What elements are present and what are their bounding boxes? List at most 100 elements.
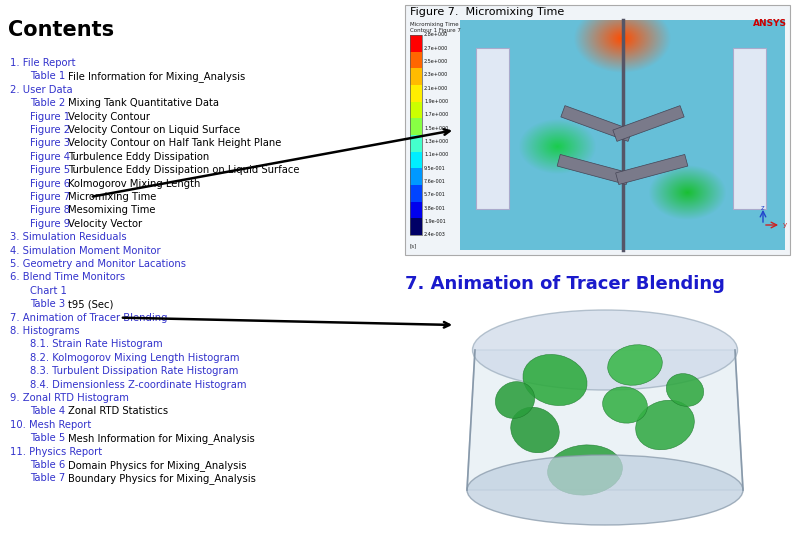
Text: Turbulence Eddy Dissipation: Turbulence Eddy Dissipation <box>68 152 210 162</box>
Text: [s]: [s] <box>410 243 418 248</box>
Text: Table 4: Table 4 <box>30 406 65 416</box>
Text: File Information for Mixing_Analysis: File Information for Mixing_Analysis <box>68 72 246 82</box>
Text: 8.4. Dimensionless Z-coordinate Histogram: 8.4. Dimensionless Z-coordinate Histogra… <box>30 380 246 389</box>
Text: 8. Histograms: 8. Histograms <box>10 326 80 336</box>
FancyBboxPatch shape <box>410 202 422 218</box>
FancyBboxPatch shape <box>405 5 790 255</box>
Text: Turbulence Eddy Dissipation on Liquid Surface: Turbulence Eddy Dissipation on Liquid Su… <box>68 165 299 175</box>
Text: 4. Simulation Moment Monitor: 4. Simulation Moment Monitor <box>10 246 161 255</box>
Text: t95 (Sec): t95 (Sec) <box>68 299 114 309</box>
Text: Kolmogorov Mixing Length: Kolmogorov Mixing Length <box>68 179 200 189</box>
FancyBboxPatch shape <box>410 185 422 202</box>
Text: 3. Simulation Residuals: 3. Simulation Residuals <box>10 232 126 242</box>
Text: Zonal RTD Statistics: Zonal RTD Statistics <box>68 406 168 416</box>
Text: 2. User Data: 2. User Data <box>10 85 73 95</box>
FancyBboxPatch shape <box>410 85 422 102</box>
Text: Table 2: Table 2 <box>30 98 66 108</box>
Polygon shape <box>613 106 684 141</box>
FancyBboxPatch shape <box>410 102 422 118</box>
Ellipse shape <box>547 445 622 495</box>
Ellipse shape <box>636 400 694 450</box>
FancyBboxPatch shape <box>410 35 422 51</box>
Text: 2.5e+000: 2.5e+000 <box>424 59 448 64</box>
Text: 2.8e+000: 2.8e+000 <box>424 32 448 38</box>
Text: 1.5e+000: 1.5e+000 <box>424 126 448 131</box>
Text: Micromixing Time
Contour 1 Figure 7: Micromixing Time Contour 1 Figure 7 <box>410 22 461 33</box>
Text: 8.1. Strain Rate Histogram: 8.1. Strain Rate Histogram <box>30 340 162 350</box>
Text: 1.3e+000: 1.3e+000 <box>424 139 448 144</box>
Text: 10. Mesh Report: 10. Mesh Report <box>10 420 91 430</box>
Text: 11. Physics Report: 11. Physics Report <box>10 447 102 457</box>
Text: Figure 7: Figure 7 <box>30 192 70 202</box>
Text: 5. Geometry and Monitor Lacations: 5. Geometry and Monitor Lacations <box>10 259 186 269</box>
Text: Mesomixing Time: Mesomixing Time <box>68 206 155 216</box>
Polygon shape <box>616 154 688 184</box>
Ellipse shape <box>495 382 534 418</box>
FancyBboxPatch shape <box>476 48 509 208</box>
Text: Velocity Contour on Half Tank Height Plane: Velocity Contour on Half Tank Height Pla… <box>68 138 282 148</box>
Polygon shape <box>561 106 632 141</box>
Ellipse shape <box>510 407 559 453</box>
Text: 2.1e+000: 2.1e+000 <box>424 86 448 91</box>
Text: Table 1: Table 1 <box>30 72 66 82</box>
Text: 7. Animation of Tracer Blending: 7. Animation of Tracer Blending <box>405 275 725 293</box>
Text: 6. Blend Time Monitors: 6. Blend Time Monitors <box>10 272 125 282</box>
Ellipse shape <box>666 374 704 406</box>
Text: 9.5e-001: 9.5e-001 <box>424 166 446 171</box>
Text: Table 3: Table 3 <box>30 299 65 309</box>
Text: Micromixing Time: Micromixing Time <box>68 192 156 202</box>
Text: 7.6e-001: 7.6e-001 <box>424 179 446 184</box>
Text: Contents: Contents <box>8 20 114 40</box>
Text: 1.7e+000: 1.7e+000 <box>424 113 448 118</box>
Text: Velocity Vector: Velocity Vector <box>68 219 142 229</box>
Text: Figure 3: Figure 3 <box>30 138 70 148</box>
Text: 2.4e-003: 2.4e-003 <box>424 232 446 237</box>
Text: 1.9e+000: 1.9e+000 <box>424 99 448 104</box>
Text: Figure 7.  Micromixing Time: Figure 7. Micromixing Time <box>410 7 564 17</box>
Text: 1. File Report: 1. File Report <box>10 58 75 68</box>
Text: Table 6: Table 6 <box>30 460 66 470</box>
Text: y: y <box>783 222 787 228</box>
Text: 3.8e-001: 3.8e-001 <box>424 206 446 211</box>
Text: Figure 8: Figure 8 <box>30 206 70 216</box>
Text: Figure 1: Figure 1 <box>30 112 70 121</box>
Text: Boundary Physics for Mixing_Analysis: Boundary Physics for Mixing_Analysis <box>68 474 256 484</box>
Text: Table 7: Table 7 <box>30 474 66 484</box>
Text: 8.3. Turbulent Dissipation Rate Histogram: 8.3. Turbulent Dissipation Rate Histogra… <box>30 366 238 376</box>
Ellipse shape <box>602 387 647 423</box>
FancyBboxPatch shape <box>733 48 766 208</box>
Text: Mesh Information for Mixing_Analysis: Mesh Information for Mixing_Analysis <box>68 433 254 444</box>
Text: Figure 9: Figure 9 <box>30 219 70 229</box>
Text: z: z <box>761 205 765 211</box>
Text: 7. Animation of Tracer Blending: 7. Animation of Tracer Blending <box>10 313 167 323</box>
Text: ANSYS: ANSYS <box>753 19 787 28</box>
Text: Domain Physics for Mixing_Analysis: Domain Physics for Mixing_Analysis <box>68 460 246 471</box>
Text: Figure 6: Figure 6 <box>30 179 70 189</box>
Text: Figure 2: Figure 2 <box>30 125 70 135</box>
FancyBboxPatch shape <box>410 135 422 152</box>
Ellipse shape <box>467 455 743 525</box>
Ellipse shape <box>608 345 662 385</box>
Text: Figure 4: Figure 4 <box>30 152 70 162</box>
FancyBboxPatch shape <box>410 152 422 168</box>
Text: Chart 1: Chart 1 <box>30 286 67 296</box>
Ellipse shape <box>523 354 587 405</box>
Text: Velocity Contour: Velocity Contour <box>68 112 150 121</box>
FancyBboxPatch shape <box>410 118 422 135</box>
Text: Table 5: Table 5 <box>30 433 66 443</box>
Text: 9. Zonal RTD Histogram: 9. Zonal RTD Histogram <box>10 393 129 403</box>
FancyBboxPatch shape <box>410 68 422 85</box>
Text: Figure 5: Figure 5 <box>30 165 70 175</box>
Text: Velocity Contour on Liquid Surface: Velocity Contour on Liquid Surface <box>68 125 240 135</box>
FancyBboxPatch shape <box>410 168 422 185</box>
Text: 1.9e-001: 1.9e-001 <box>424 219 446 224</box>
FancyBboxPatch shape <box>410 218 422 235</box>
Polygon shape <box>557 154 630 184</box>
Polygon shape <box>467 350 743 490</box>
Text: 5.7e-001: 5.7e-001 <box>424 193 446 197</box>
Text: 2.7e+000: 2.7e+000 <box>424 46 448 51</box>
Text: 1.1e+000: 1.1e+000 <box>424 153 448 158</box>
Ellipse shape <box>473 310 738 390</box>
Text: Mixing Tank Quantitative Data: Mixing Tank Quantitative Data <box>68 98 219 108</box>
FancyBboxPatch shape <box>410 51 422 68</box>
